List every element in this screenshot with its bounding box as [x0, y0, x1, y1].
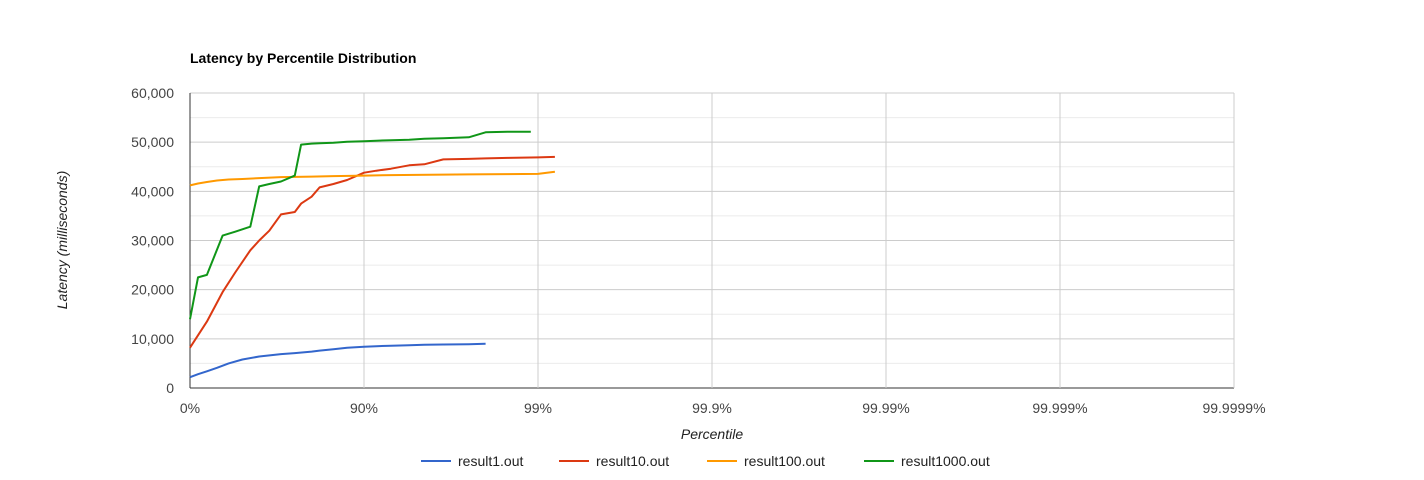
- x-tick-label: 99.9%: [692, 400, 732, 416]
- legend-label: result100.out: [744, 453, 825, 469]
- legend-label: result10.out: [596, 453, 669, 469]
- x-axis-ticks: 0% 90% 99% 99.9% 99.99% 99.999% 99.9999%: [180, 400, 1266, 416]
- y-tick-label: 20,000: [131, 282, 174, 298]
- legend-label: result1.out: [458, 453, 523, 469]
- y-tick-label: 0: [166, 380, 174, 396]
- series-line-result10-out: [189, 155, 555, 349]
- y-axis-ticks: 0 10,000 20,000 30,000 40,000 50,000 60,000: [131, 85, 174, 396]
- y-tick-label: 40,000: [131, 183, 174, 199]
- y-tick-label: 60,000: [131, 85, 174, 101]
- series-line-result1-out: [189, 342, 486, 379]
- x-tick-label: 90%: [350, 400, 378, 416]
- x-tick-label: 99.9999%: [1202, 400, 1265, 416]
- series-lines: [189, 130, 556, 379]
- legend-item: result10.out: [559, 453, 669, 469]
- legend-label: result1000.out: [901, 453, 990, 469]
- chart-title: Latency by Percentile Distribution: [190, 50, 416, 66]
- x-tick-label: 99.99%: [862, 400, 909, 416]
- legend-item: result1.out: [421, 453, 523, 469]
- x-axis-label: Percentile: [681, 426, 743, 442]
- x-tick-label: 99%: [524, 400, 552, 416]
- y-tick-label: 10,000: [131, 331, 174, 347]
- legend-item: result100.out: [707, 453, 825, 469]
- grid: [189, 92, 1235, 389]
- series-line-result1000-out: [189, 130, 531, 320]
- y-axis-label: Latency (milliseconds): [54, 171, 70, 310]
- legend: result1.out result10.out result100.out resu…: [421, 453, 990, 469]
- y-tick-label: 30,000: [131, 233, 174, 249]
- series-line-result100-out: [189, 170, 556, 187]
- x-tick-label: 0%: [180, 400, 200, 416]
- x-tick-label: 99.999%: [1032, 400, 1087, 416]
- y-tick-label: 50,000: [131, 134, 174, 150]
- legend-item: result1000.out: [864, 453, 990, 469]
